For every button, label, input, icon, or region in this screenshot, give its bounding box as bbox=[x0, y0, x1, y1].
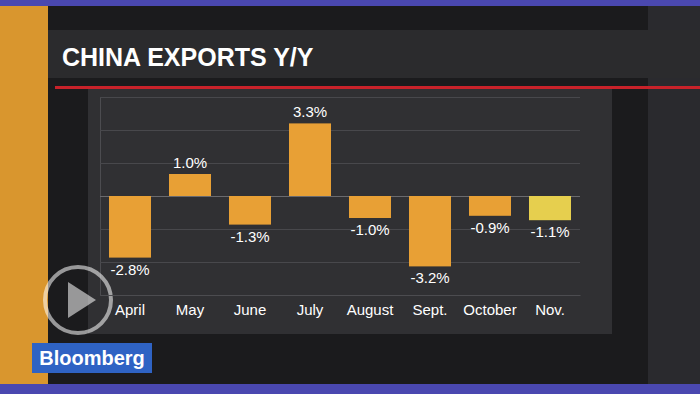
data-label: -2.8% bbox=[110, 261, 149, 278]
data-label: -1.0% bbox=[350, 221, 389, 238]
top-strip bbox=[0, 0, 700, 6]
logo-text: Bloomberg bbox=[39, 347, 145, 369]
y-axis-line bbox=[101, 98, 581, 296]
title: CHINA EXPORTS Y/Y bbox=[62, 43, 314, 71]
y-axis bbox=[100, 98, 580, 296]
title-bar bbox=[48, 30, 700, 78]
x-tick-label: May bbox=[176, 301, 205, 318]
grid-line bbox=[100, 130, 580, 131]
x-tick: Nov. bbox=[535, 295, 565, 318]
data-label: -1.1% bbox=[530, 223, 569, 240]
x-tick: May bbox=[176, 295, 205, 318]
bar bbox=[409, 196, 451, 266]
x-tick-label: Sept. bbox=[412, 301, 447, 318]
bar bbox=[229, 196, 271, 225]
play-circle bbox=[45, 267, 111, 333]
x-tick: August bbox=[347, 295, 395, 318]
title-rule bbox=[55, 86, 700, 89]
x-axis-line bbox=[101, 295, 581, 296]
x-tick-label: July bbox=[297, 301, 324, 318]
grid-line bbox=[100, 295, 580, 296]
bar bbox=[349, 196, 391, 218]
bars bbox=[109, 123, 571, 266]
x-tick-label: Nov. bbox=[535, 301, 565, 318]
x-tick-label: June bbox=[234, 301, 267, 318]
grid-line bbox=[100, 262, 580, 263]
x-tick: July bbox=[297, 295, 324, 318]
data-label: -1.3% bbox=[230, 228, 269, 245]
bar bbox=[469, 196, 511, 216]
x-axis: April May June July August Sept. October Nov. bbox=[101, 295, 581, 318]
bar bbox=[169, 174, 211, 196]
y-tick bbox=[100, 262, 580, 263]
bar bbox=[529, 196, 571, 220]
side-strip bbox=[0, 6, 48, 384]
x-tick: April bbox=[115, 295, 145, 318]
y-tick bbox=[100, 97, 580, 98]
data-label: -0.9% bbox=[470, 219, 509, 236]
bottom-strip bbox=[0, 384, 700, 394]
y-tick bbox=[100, 130, 580, 131]
data-label: 3.3% bbox=[293, 103, 327, 120]
x-tick: October bbox=[463, 295, 516, 318]
data-labels: -2.8% 1.0% -1.3% 3.3% -1.0% -3.2% -0.9% -1.1% bbox=[110, 103, 569, 286]
x-tick-label: October bbox=[463, 301, 516, 318]
background bbox=[0, 0, 700, 394]
data-label: -3.2% bbox=[410, 269, 449, 286]
chart: CHINA EXPORTS Y/Y -2.8% 1.0% -1.3% 3.3% -1.0%… bbox=[0, 0, 700, 394]
x-tick: Sept. bbox=[412, 295, 447, 318]
y-tick bbox=[100, 295, 580, 296]
x-tick-label: August bbox=[347, 301, 395, 318]
x-tick: June bbox=[234, 295, 267, 318]
data-label: 1.0% bbox=[173, 154, 207, 171]
bar bbox=[289, 123, 331, 196]
logo-box bbox=[32, 343, 152, 373]
play-triangle bbox=[68, 282, 96, 318]
grid-line bbox=[100, 97, 580, 98]
plot-background bbox=[88, 89, 612, 334]
x-tick-label: April bbox=[115, 301, 145, 318]
bar bbox=[109, 196, 151, 258]
play-button bbox=[45, 267, 111, 333]
